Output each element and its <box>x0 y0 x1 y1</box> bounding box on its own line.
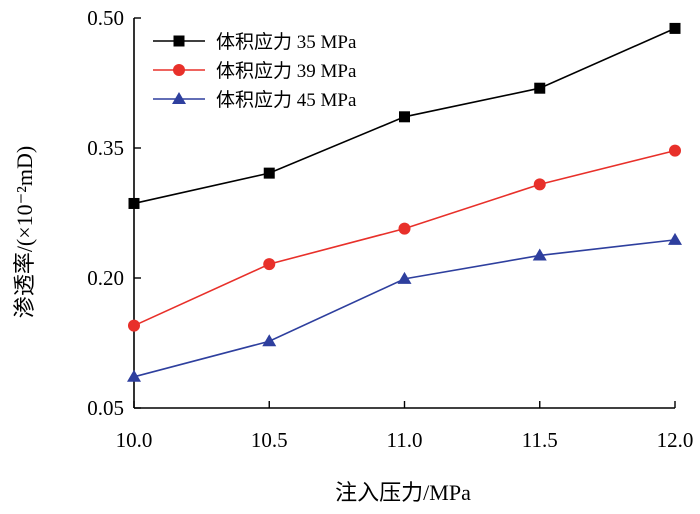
x-tick-label: 10.0 <box>116 428 153 452</box>
data-point-triangle <box>262 334 277 347</box>
data-point-triangle <box>668 232 682 245</box>
data-point-circle <box>669 144 681 157</box>
data-point-circle <box>128 319 140 332</box>
series-2 <box>128 144 681 332</box>
data-point-circle <box>263 258 276 271</box>
x-tick-label: 11.0 <box>387 428 423 452</box>
series-1 <box>128 22 681 209</box>
data-point-triangle <box>532 248 547 261</box>
series-3 <box>127 232 682 382</box>
data-point-triangle <box>172 92 186 104</box>
data-point-circle <box>398 222 411 235</box>
data-point-square <box>669 22 681 34</box>
data-point-circle <box>173 64 185 76</box>
legend-label: 体积应力 39 MPa <box>216 60 357 82</box>
y-tick-label: 0.50 <box>87 6 124 30</box>
legend-label: 体积应力 35 MPa <box>216 31 357 53</box>
y-tick-label: 0.20 <box>87 266 124 290</box>
x-axis-title: 注入压力/MPa <box>335 480 471 505</box>
legend-label: 体积应力 45 MPa <box>216 89 357 111</box>
data-point-square <box>128 197 140 209</box>
legend-item-2: 体积应力 39 MPa <box>153 60 357 82</box>
data-point-square <box>534 82 546 94</box>
x-tick-label: 10.5 <box>251 428 288 452</box>
x-tick-label: 11.5 <box>522 428 558 452</box>
series-layer <box>127 22 682 382</box>
legend: 体积应力 35 MPa 体积应力 39 MPa 体积应力 45 MPa <box>153 31 357 111</box>
series-line <box>133 149 676 327</box>
y-tick-label: 0.35 <box>87 136 124 160</box>
data-point-triangle <box>397 271 412 284</box>
y-axis-title: 渗透率/(×10⁻²mD) <box>12 146 37 318</box>
series-line <box>133 239 676 378</box>
legend-item-1: 体积应力 35 MPa <box>153 31 357 53</box>
x-tick-label: 12.0 <box>657 428 694 452</box>
data-point-square <box>399 111 410 123</box>
y-tick-label: 0.05 <box>87 396 124 420</box>
data-point-square <box>263 167 275 179</box>
data-point-triangle <box>127 369 141 382</box>
axes: 0.05 0.20 0.35 0.50 10.0 10.5 11.0 11.5 12.0 <box>87 6 693 452</box>
data-point-circle <box>533 178 546 191</box>
data-point-square <box>173 35 185 47</box>
legend-item-3: 体积应力 45 MPa <box>153 89 357 111</box>
